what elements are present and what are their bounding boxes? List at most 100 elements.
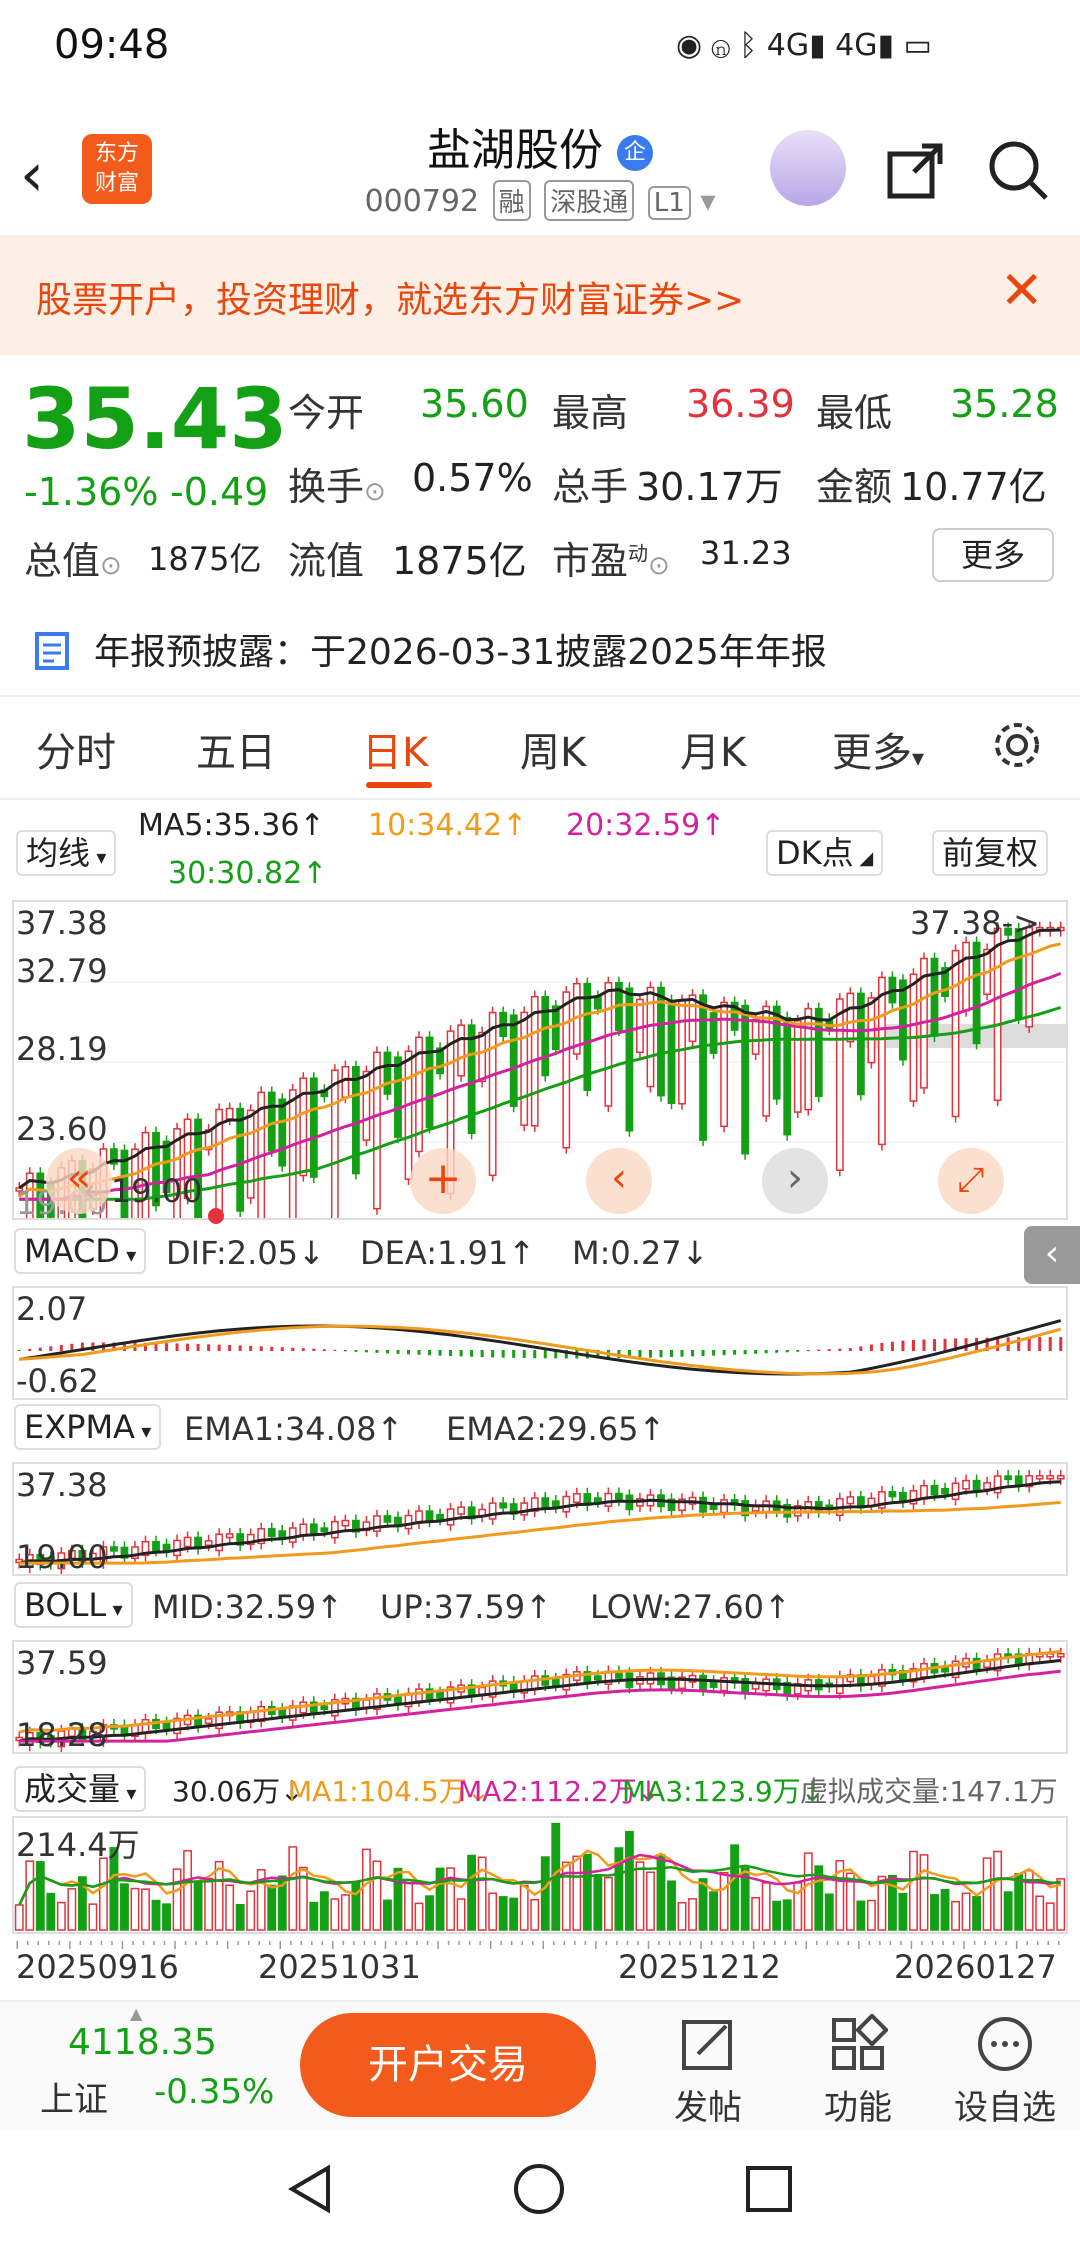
announcement-row[interactable]: 年报预披露：于2026-03-31披露2025年年报 bbox=[0, 605, 1080, 697]
search-icon[interactable] bbox=[986, 138, 1050, 206]
candle bbox=[562, 1673, 571, 1691]
macd-selector[interactable]: MACD ▾ bbox=[14, 1228, 147, 1274]
volume-bar bbox=[467, 1854, 477, 1931]
promo-text[interactable]: 股票开户，投资理财，就选东方财富证券>> bbox=[36, 280, 745, 321]
change-abs: -0.49 bbox=[170, 470, 269, 514]
nav-home-icon[interactable] bbox=[512, 2162, 566, 2220]
tab-five-day[interactable]: 五日 bbox=[196, 730, 276, 776]
volume-bar bbox=[624, 1830, 634, 1931]
collapse-panel-icon[interactable]: ‹ bbox=[1024, 1226, 1080, 1284]
macd-bar bbox=[217, 1344, 221, 1351]
active-tab-indicator bbox=[366, 782, 432, 788]
promo-banner[interactable]: 股票开户，投资理财，就选东方财富证券>> ✕ bbox=[0, 237, 1080, 355]
back-icon[interactable]: ‹ bbox=[20, 140, 44, 210]
boll-low: LOW:27.60↑ bbox=[590, 1588, 791, 1626]
candle bbox=[941, 967, 949, 998]
candle bbox=[320, 1705, 329, 1711]
volume-bar bbox=[435, 1867, 445, 1931]
candle bbox=[299, 1523, 308, 1536]
kline-chart[interactable]: 37.38 32.79 28.19 23.60 19.00 37.38-> ←1… bbox=[12, 900, 1068, 1224]
candle bbox=[520, 1011, 529, 1126]
volume-bar bbox=[120, 1883, 129, 1931]
tab-intraday[interactable]: 分时 bbox=[36, 730, 116, 776]
chevron-down-icon[interactable]: ▾ bbox=[700, 184, 716, 219]
macd-bar bbox=[648, 1350, 652, 1358]
macd-bar bbox=[701, 1350, 705, 1356]
volume-selector[interactable]: 成交量 ▾ bbox=[14, 1764, 147, 1812]
ema1-line bbox=[18, 1480, 1061, 1565]
volume-bar bbox=[56, 1901, 66, 1931]
more-button[interactable]: 更多 bbox=[932, 528, 1054, 582]
post-label[interactable]: 发帖 bbox=[674, 2088, 742, 2128]
function-label[interactable]: 功能 bbox=[824, 2088, 892, 2128]
tab-monthly-k[interactable]: 月K bbox=[680, 730, 747, 776]
index-name[interactable]: 上证 bbox=[40, 2080, 108, 2120]
adjust-button[interactable]: 前复权 bbox=[932, 828, 1049, 876]
nav-back-icon[interactable] bbox=[284, 2162, 338, 2220]
tab-weekly-k[interactable]: 周K bbox=[520, 730, 587, 776]
tab-more[interactable]: 更多▾ bbox=[832, 730, 925, 776]
volume-chart[interactable]: 214.4万 bbox=[12, 1816, 1068, 1934]
date-label-1: 20250916 bbox=[16, 1948, 179, 1986]
low-value: 35.28 bbox=[950, 382, 1059, 426]
high-label: 最高 bbox=[552, 391, 629, 435]
more-dots-icon[interactable] bbox=[975, 2014, 1035, 2078]
app-logo[interactable]: 东方 财富 bbox=[82, 134, 152, 204]
expand-icon[interactable]: ⤢ bbox=[938, 1148, 1004, 1214]
macd-bar bbox=[207, 1344, 211, 1351]
post-icon[interactable] bbox=[678, 2014, 738, 2078]
candle bbox=[488, 1502, 497, 1520]
tab-daily-k[interactable]: 日K bbox=[362, 730, 429, 776]
volume-bar bbox=[803, 1852, 813, 1931]
expma-chart[interactable]: 37.38 19.00 bbox=[12, 1462, 1068, 1576]
candle bbox=[877, 1491, 886, 1509]
candle bbox=[415, 1688, 423, 1702]
watchlist-label[interactable]: 设自选 bbox=[954, 2088, 1056, 2128]
macd-bar bbox=[1048, 1337, 1052, 1351]
current-price: 35.43 bbox=[22, 370, 288, 468]
candle bbox=[131, 1546, 139, 1559]
close-icon[interactable]: ✕ bbox=[1000, 261, 1044, 321]
volume-bar bbox=[656, 1854, 666, 1931]
volume-bar bbox=[887, 1874, 897, 1931]
boll-chart[interactable]: 37.59 18.28 bbox=[12, 1640, 1068, 1754]
boll-selector[interactable]: BOLL ▾ bbox=[14, 1582, 133, 1628]
candle bbox=[236, 1533, 245, 1546]
candle bbox=[551, 1678, 560, 1687]
zoom-in-icon[interactable]: + bbox=[410, 1148, 476, 1214]
trade-button[interactable]: 开户交易 bbox=[300, 2013, 596, 2117]
tag-margin: 融 bbox=[492, 180, 531, 221]
settings-icon[interactable] bbox=[990, 718, 1044, 776]
volume-bar bbox=[530, 1898, 540, 1931]
candle bbox=[162, 1140, 171, 1194]
scroll-left-icon[interactable]: ‹ bbox=[586, 1148, 652, 1214]
volume-bar bbox=[488, 1892, 498, 1931]
candle bbox=[225, 1107, 234, 1120]
scroll-right-icon[interactable]: › bbox=[762, 1148, 828, 1214]
status-time: 09:48 bbox=[54, 22, 170, 68]
boll-up-line bbox=[18, 1649, 1061, 1734]
volume-bar bbox=[77, 1876, 87, 1931]
vol-ma3-line bbox=[18, 1864, 1061, 1906]
event-dot[interactable] bbox=[208, 1208, 224, 1224]
candle bbox=[478, 1686, 487, 1695]
dk-button[interactable]: DK点 ◢ bbox=[766, 828, 884, 876]
share-icon[interactable] bbox=[884, 138, 948, 206]
index-change[interactable]: -0.35% bbox=[154, 2072, 275, 2112]
expma-selector[interactable]: EXPMA ▾ bbox=[14, 1404, 162, 1450]
macd-chart[interactable]: 2.07 -0.62 bbox=[12, 1286, 1068, 1400]
ma-selector[interactable]: 均线 ▾ bbox=[16, 828, 117, 876]
index-value[interactable]: 4118.35 bbox=[68, 2022, 217, 2063]
announcement-text[interactable]: 年报预披露：于2026-03-31披露2025年年报 bbox=[94, 632, 827, 673]
candle bbox=[530, 1675, 539, 1690]
function-grid-icon[interactable] bbox=[828, 2013, 889, 2078]
jump-start-icon[interactable]: « bbox=[46, 1148, 112, 1214]
volume-bar bbox=[46, 1892, 56, 1931]
macd-bar bbox=[817, 1349, 821, 1351]
candle bbox=[699, 1674, 707, 1691]
macd-bar bbox=[154, 1342, 158, 1351]
volume-bar bbox=[572, 1855, 582, 1931]
macd-bar bbox=[249, 1345, 253, 1351]
assistant-avatar[interactable] bbox=[770, 130, 846, 206]
nav-recents-icon[interactable] bbox=[742, 2162, 796, 2220]
